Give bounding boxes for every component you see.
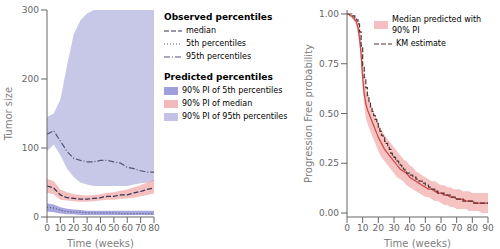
svg-text:70: 70 (135, 223, 147, 233)
svg-text:0.25: 0.25 (319, 158, 339, 168)
svg-text:40: 40 (95, 223, 107, 233)
svg-text:100: 100 (22, 143, 39, 153)
html-text:Observed percentiles: Observed percentiles (164, 12, 273, 22)
html-text:90% PI of 95th percentiles: 90% PI of 95th percentiles (182, 112, 288, 121)
svg-text:10: 10 (55, 223, 67, 233)
svg-text:0: 0 (44, 223, 50, 233)
svg-text:90: 90 (482, 223, 492, 233)
svg-text:70: 70 (451, 223, 463, 233)
svg-text:0.50: 0.50 (319, 109, 339, 119)
svg-text:200: 200 (22, 74, 39, 84)
svg-text:Time (weeks): Time (weeks) (66, 238, 134, 249)
svg-text:300: 300 (22, 5, 39, 15)
svg-text:20: 20 (68, 223, 80, 233)
svg-text:0: 0 (33, 212, 39, 222)
html-text:Predicted percentiles: Predicted percentiles (164, 72, 273, 82)
svg-text:1.00: 1.00 (319, 9, 339, 19)
svg-text:Tumor size: Tumor size (8, 87, 14, 141)
svg-text:0.75: 0.75 (319, 59, 339, 69)
svg-text:80: 80 (148, 223, 160, 233)
svg-text:10: 10 (357, 223, 369, 233)
svg-text:40: 40 (404, 223, 416, 233)
html-text:90% PI of median: 90% PI of median (182, 99, 253, 108)
svg-text:0: 0 (344, 223, 350, 233)
svg-text:80: 80 (467, 223, 479, 233)
html-text:5th percentiles: 5th percentiles (186, 39, 246, 48)
svg-text:60: 60 (122, 223, 134, 233)
svg-text:50: 50 (420, 223, 432, 233)
svg-text:30: 30 (388, 223, 400, 233)
svg-text:50: 50 (108, 223, 120, 233)
html-text:90% PI of 5th percentiles: 90% PI of 5th percentiles (182, 86, 283, 95)
svg-text:Time (weeks): Time (weeks) (383, 238, 451, 249)
html-text:KM estimate: KM estimate (396, 39, 446, 48)
html-text:median: median (186, 26, 216, 35)
svg-text:30: 30 (81, 223, 93, 233)
html-text:95th percentiles: 95th percentiles (186, 52, 252, 61)
svg-text:60: 60 (435, 223, 447, 233)
svg-text:20: 20 (373, 223, 385, 233)
svg-text:Progression Free probability: Progression Free probability (303, 44, 314, 183)
svg-text:0.00: 0.00 (319, 208, 339, 218)
html-text:Median predicted with 90% PI: Median predicted with 90% PI (392, 15, 482, 35)
